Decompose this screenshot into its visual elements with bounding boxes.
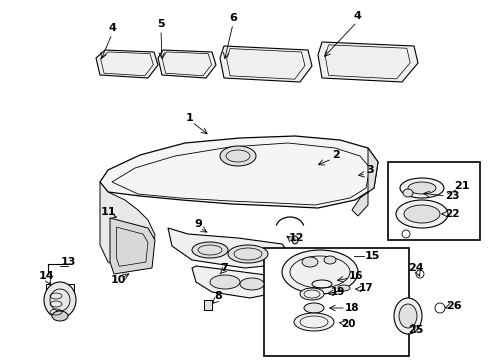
Ellipse shape xyxy=(415,270,423,278)
Text: 4: 4 xyxy=(108,23,116,33)
Ellipse shape xyxy=(240,278,264,290)
Polygon shape xyxy=(158,50,216,78)
Ellipse shape xyxy=(399,178,443,198)
Polygon shape xyxy=(192,266,271,298)
Bar xyxy=(387,162,479,240)
Text: 1: 1 xyxy=(186,113,193,123)
Text: 18: 18 xyxy=(344,303,359,313)
Ellipse shape xyxy=(403,205,439,223)
Text: 16: 16 xyxy=(348,271,363,281)
Ellipse shape xyxy=(220,146,256,166)
Ellipse shape xyxy=(395,200,447,228)
Text: 10: 10 xyxy=(110,275,125,285)
Polygon shape xyxy=(203,300,212,310)
Polygon shape xyxy=(168,228,287,268)
Polygon shape xyxy=(220,46,311,82)
Text: 25: 25 xyxy=(407,325,423,335)
Text: 11: 11 xyxy=(100,207,116,217)
Bar xyxy=(264,248,408,356)
Text: 12: 12 xyxy=(287,233,303,243)
Text: 19: 19 xyxy=(330,287,345,297)
Text: 7: 7 xyxy=(220,263,227,273)
Text: 14: 14 xyxy=(38,271,54,281)
Ellipse shape xyxy=(293,313,333,331)
Polygon shape xyxy=(351,148,377,216)
Text: 13: 13 xyxy=(60,257,76,267)
Text: 24: 24 xyxy=(407,263,423,273)
Ellipse shape xyxy=(291,236,297,244)
Polygon shape xyxy=(317,42,417,82)
Text: 20: 20 xyxy=(340,319,354,329)
Text: 4: 4 xyxy=(352,11,360,21)
Ellipse shape xyxy=(227,245,267,263)
Ellipse shape xyxy=(52,311,68,321)
Polygon shape xyxy=(46,284,74,296)
Ellipse shape xyxy=(282,250,357,294)
Text: 8: 8 xyxy=(214,291,222,301)
Polygon shape xyxy=(100,136,377,208)
Polygon shape xyxy=(100,182,155,270)
Text: 26: 26 xyxy=(445,301,461,311)
Ellipse shape xyxy=(407,182,435,194)
Ellipse shape xyxy=(393,298,421,334)
Ellipse shape xyxy=(434,303,444,313)
Ellipse shape xyxy=(324,256,335,264)
Text: 23: 23 xyxy=(444,191,458,201)
Text: 9: 9 xyxy=(194,219,202,229)
Ellipse shape xyxy=(337,285,349,291)
Text: 21: 21 xyxy=(453,181,469,191)
Ellipse shape xyxy=(299,288,324,300)
Text: 2: 2 xyxy=(331,150,339,160)
Text: 22: 22 xyxy=(444,209,458,219)
Polygon shape xyxy=(110,218,155,274)
Ellipse shape xyxy=(44,282,76,318)
Text: 15: 15 xyxy=(364,251,379,261)
Ellipse shape xyxy=(302,257,317,267)
Ellipse shape xyxy=(192,242,227,258)
Text: 5: 5 xyxy=(157,19,164,29)
Polygon shape xyxy=(96,50,158,78)
Ellipse shape xyxy=(402,189,412,197)
Ellipse shape xyxy=(398,304,416,328)
Text: 3: 3 xyxy=(366,165,373,175)
Ellipse shape xyxy=(401,230,409,238)
Text: 6: 6 xyxy=(228,13,237,23)
Text: 17: 17 xyxy=(358,283,372,293)
Ellipse shape xyxy=(209,275,240,289)
Ellipse shape xyxy=(304,303,324,313)
